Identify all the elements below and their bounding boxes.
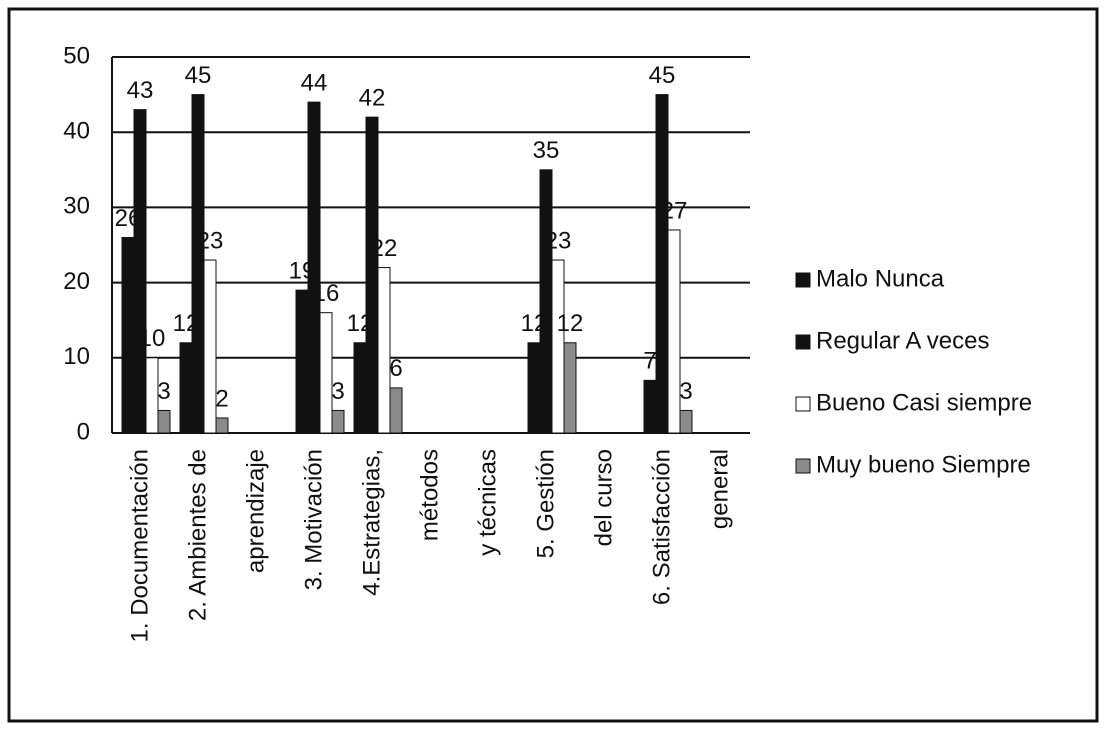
value-label: 3 [331, 378, 344, 405]
x-tick-label: 6. Satisfacción [648, 449, 675, 605]
bar [563, 342, 577, 434]
y-tick-label: 10 [63, 343, 90, 370]
x-tick-label: 2. Ambientes de [184, 449, 211, 621]
value-label: 22 [371, 235, 398, 262]
legend-label: Malo Nunca [816, 265, 945, 292]
value-label: 45 [185, 62, 212, 89]
legend-label: Muy bueno Siempre [816, 451, 1031, 478]
x-tick-label: 3. Motivación [300, 449, 327, 590]
bar [655, 94, 669, 434]
legend-label: Bueno Casi siempre [816, 389, 1032, 416]
bar [527, 342, 541, 434]
x-tick-label: métodos [416, 449, 443, 541]
x-tick-label: general [706, 449, 733, 529]
bar [551, 259, 565, 434]
bar [643, 379, 657, 434]
value-label: 23 [545, 227, 572, 254]
value-label: 3 [679, 378, 692, 405]
value-label: 23 [197, 227, 224, 254]
value-label: 43 [127, 77, 154, 104]
legend-swatch [795, 272, 811, 288]
x-tick-label: 1. Documentación [126, 449, 153, 642]
bar [157, 409, 171, 434]
y-tick-label: 50 [63, 42, 90, 69]
x-tick-label: 5. Gestión [532, 449, 559, 558]
value-label: 45 [649, 62, 676, 89]
x-tick-label: aprendizaje [242, 449, 269, 573]
bar [133, 109, 147, 434]
value-label: 6 [389, 355, 402, 382]
x-tick-label: y técnicas [474, 449, 501, 556]
bar [295, 289, 309, 434]
legend-swatch [795, 396, 811, 412]
bar [145, 357, 159, 434]
value-label: 2 [215, 385, 228, 412]
value-label: 12 [557, 310, 584, 337]
legend-swatch [795, 458, 811, 474]
y-tick-label: 40 [63, 118, 90, 145]
value-label: 16 [313, 280, 340, 307]
bar [331, 409, 345, 434]
value-label: 7 [643, 348, 656, 375]
frame [7, 7, 1099, 723]
bar [539, 169, 553, 434]
y-tick-label: 20 [63, 268, 90, 295]
bar [307, 101, 321, 434]
bar [365, 116, 379, 434]
value-label: 10 [139, 325, 166, 352]
value-label: 27 [661, 197, 688, 224]
legend-swatch [795, 334, 811, 350]
bar [353, 342, 367, 434]
x-tick-label: 4.Estrategias, [358, 449, 385, 596]
bar [215, 417, 229, 434]
legend-label: Regular A veces [816, 327, 989, 354]
y-tick-label: 0 [77, 418, 90, 445]
bar [203, 259, 217, 434]
value-label: 3 [157, 378, 170, 405]
bar [679, 409, 693, 434]
x-tick-label: del curso [590, 449, 617, 546]
bar [377, 267, 391, 434]
bar [667, 229, 681, 434]
bar [179, 342, 193, 434]
bar [319, 312, 333, 434]
bar [121, 236, 135, 434]
value-label: 44 [301, 69, 328, 96]
value-label: 35 [533, 137, 560, 164]
y-tick-label: 30 [63, 193, 90, 220]
value-label: 42 [359, 85, 386, 112]
bar [389, 387, 403, 434]
bar [191, 94, 205, 434]
